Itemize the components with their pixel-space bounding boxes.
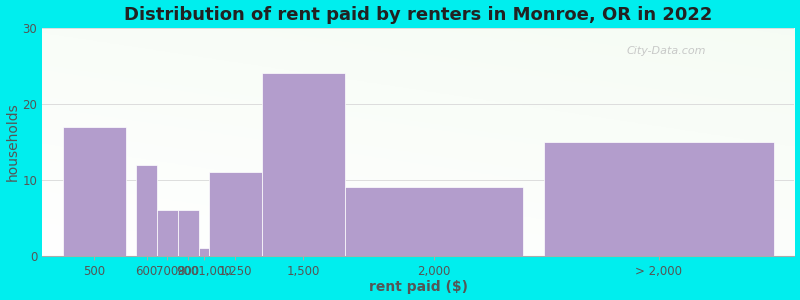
Bar (157, 210, 178, 256)
Bar (63, 127, 126, 256)
Bar (262, 74, 345, 256)
Text: City-Data.com: City-Data.com (626, 46, 706, 56)
Bar (178, 210, 199, 256)
X-axis label: rent paid ($): rent paid ($) (369, 280, 468, 294)
Bar (199, 248, 210, 256)
Bar (345, 187, 522, 256)
Title: Distribution of rent paid by renters in Monroe, OR in 2022: Distribution of rent paid by renters in … (124, 6, 713, 24)
Y-axis label: households: households (6, 102, 19, 181)
Bar (544, 142, 774, 256)
Bar (136, 164, 157, 256)
Bar (210, 172, 262, 256)
